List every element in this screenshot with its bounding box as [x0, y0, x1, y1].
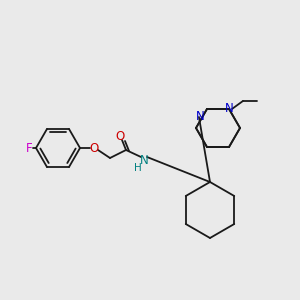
Text: O: O — [89, 142, 99, 154]
Text: F: F — [26, 142, 32, 154]
Text: N: N — [196, 110, 204, 124]
Text: O: O — [116, 130, 124, 142]
Text: N: N — [140, 154, 148, 166]
Text: N: N — [225, 102, 233, 116]
Text: H: H — [134, 163, 142, 173]
